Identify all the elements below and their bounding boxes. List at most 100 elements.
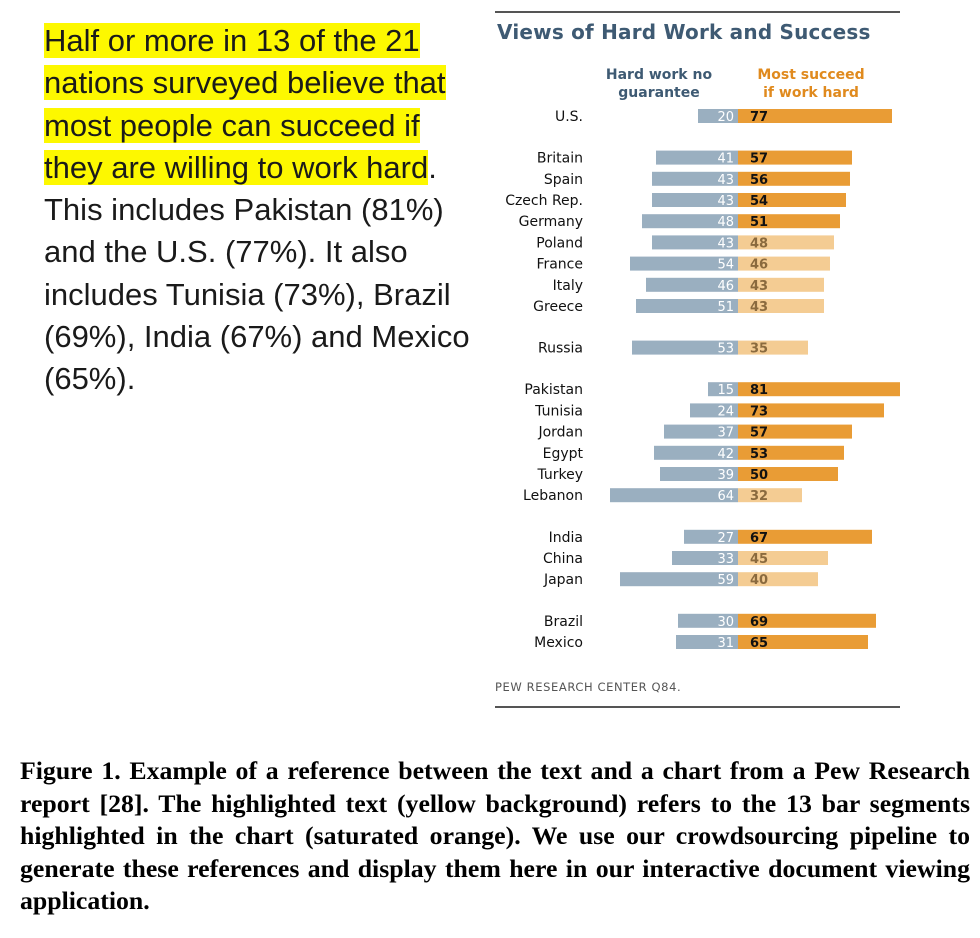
country-label: Lebanon <box>523 488 583 504</box>
legend-no-guarantee: Hard work no <box>606 67 713 83</box>
value-no-guarantee: 30 <box>717 615 734 630</box>
country-label: Egypt <box>543 446 584 462</box>
legend-no-guarantee: guarantee <box>618 85 699 101</box>
bar-succeed <box>738 572 818 587</box>
bar-no-guarantee <box>636 299 738 313</box>
value-succeed: 51 <box>750 215 768 230</box>
bar-succeed <box>738 613 876 628</box>
bar-no-guarantee <box>708 382 738 397</box>
value-no-guarantee: 51 <box>717 300 734 315</box>
value-no-guarantee: 46 <box>717 279 734 294</box>
country-label: Czech Rep. <box>505 193 583 209</box>
bar-succeed <box>738 529 872 544</box>
country-label: Britain <box>537 151 583 167</box>
bar-succeed <box>738 424 852 439</box>
chart-source-note: PEW RESEARCH CENTER Q84. <box>495 680 682 694</box>
value-no-guarantee: 41 <box>717 152 734 167</box>
country-label: Germany <box>519 214 583 230</box>
bar-succeed <box>738 488 802 503</box>
value-no-guarantee: 24 <box>717 404 734 419</box>
country-label: Poland <box>536 235 583 251</box>
bar-no-guarantee <box>698 109 738 123</box>
value-no-guarantee: 43 <box>717 194 734 209</box>
bar-succeed <box>738 635 868 649</box>
bar-succeed <box>738 551 828 565</box>
highlighted-paragraph: Half or more in 13 of the 21 nations sur… <box>44 20 474 401</box>
value-succeed: 54 <box>750 194 768 209</box>
bar-no-guarantee <box>656 150 738 165</box>
value-no-guarantee: 64 <box>717 489 734 504</box>
bar-no-guarantee <box>642 214 738 229</box>
value-succeed: 69 <box>750 615 768 630</box>
country-label: Jordan <box>537 425 583 441</box>
value-no-guarantee: 15 <box>717 383 734 398</box>
country-label: Greece <box>533 299 583 315</box>
country-label: Mexico <box>534 635 583 651</box>
value-no-guarantee: 37 <box>717 426 734 441</box>
bar-succeed <box>738 299 824 313</box>
country-label: U.S. <box>555 109 583 125</box>
bar-no-guarantee <box>676 635 738 649</box>
value-no-guarantee: 20 <box>717 110 734 125</box>
value-succeed: 73 <box>750 404 768 419</box>
country-label: Brazil <box>544 614 583 630</box>
country-label: China <box>543 551 583 567</box>
value-succeed: 32 <box>750 489 768 504</box>
value-succeed: 57 <box>750 152 768 167</box>
bar-succeed <box>738 109 892 123</box>
paragraph-rest: . This includes Pakistan (81%) and the U… <box>44 149 470 397</box>
bar-succeed <box>738 171 850 186</box>
value-no-guarantee: 43 <box>717 236 734 251</box>
value-succeed: 50 <box>750 468 768 483</box>
bar-succeed <box>738 256 830 271</box>
value-succeed: 77 <box>750 110 768 125</box>
bar-succeed <box>738 445 844 460</box>
bar-no-guarantee <box>660 467 738 481</box>
bar-no-guarantee <box>690 403 738 418</box>
bar-no-guarantee <box>646 277 738 292</box>
bar-succeed <box>738 467 838 481</box>
bar-succeed <box>738 340 808 355</box>
bar-no-guarantee <box>678 613 738 628</box>
value-no-guarantee: 54 <box>717 258 734 273</box>
value-succeed: 45 <box>750 552 768 567</box>
bar-chart: Hard work no guarantee Most succeed if work… <box>495 11 900 708</box>
bar-succeed <box>738 214 840 229</box>
bar-succeed <box>738 382 900 397</box>
bar-no-guarantee <box>652 193 738 207</box>
country-label: Pakistan <box>524 382 583 398</box>
value-no-guarantee: 31 <box>717 636 734 651</box>
country-label: Turkey <box>536 467 583 483</box>
bar-succeed <box>738 403 884 418</box>
country-label: Italy <box>553 278 583 294</box>
value-no-guarantee: 43 <box>717 173 734 188</box>
value-succeed: 43 <box>750 279 768 294</box>
value-no-guarantee: 39 <box>717 468 734 483</box>
bar-no-guarantee <box>632 340 738 355</box>
figure-caption: Figure 1. Example of a reference between… <box>20 756 970 916</box>
country-label: Spain <box>544 172 583 188</box>
value-no-guarantee: 27 <box>717 531 734 546</box>
value-succeed: 56 <box>750 173 768 188</box>
bar-no-guarantee <box>672 551 738 565</box>
value-no-guarantee: 33 <box>717 552 734 567</box>
bar-no-guarantee <box>610 488 738 503</box>
bar-succeed <box>738 193 846 207</box>
bar-no-guarantee <box>652 235 738 250</box>
country-label: Tunisia <box>534 403 583 419</box>
legend-succeed: Most succeed <box>757 67 864 83</box>
bar-succeed <box>738 150 852 165</box>
bar-succeed <box>738 277 824 292</box>
chart-title: Views of Hard Work and Success <box>497 20 871 44</box>
value-succeed: 81 <box>750 383 768 398</box>
legend-succeed: if work hard <box>763 85 859 101</box>
bar-no-guarantee <box>652 171 738 186</box>
country-label: India <box>549 530 583 546</box>
value-succeed: 48 <box>750 236 768 251</box>
value-no-guarantee: 48 <box>717 215 734 230</box>
country-label: Japan <box>543 572 583 588</box>
value-no-guarantee: 42 <box>717 447 734 462</box>
bar-no-guarantee <box>630 256 738 271</box>
value-succeed: 35 <box>750 342 768 357</box>
country-label: Russia <box>538 341 583 357</box>
